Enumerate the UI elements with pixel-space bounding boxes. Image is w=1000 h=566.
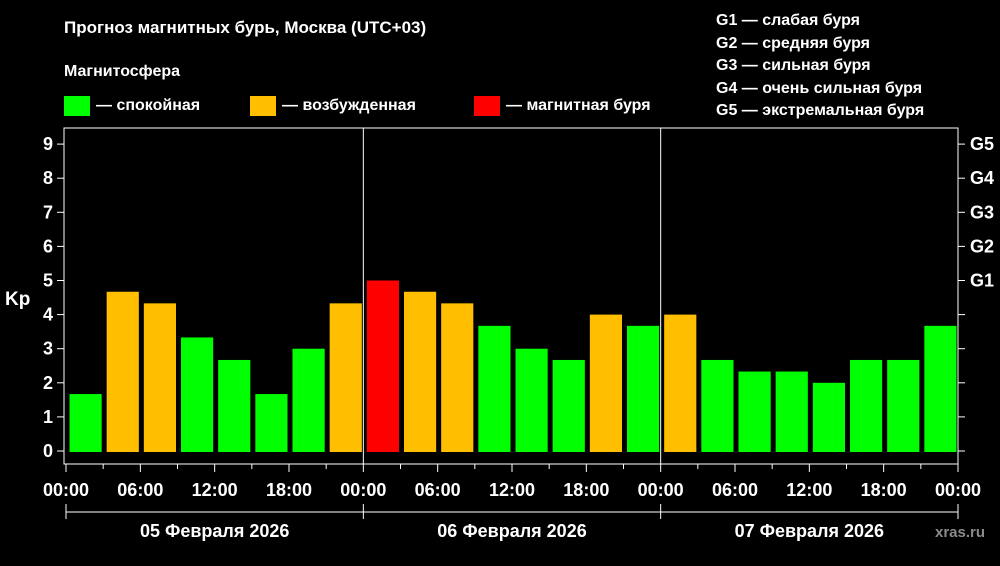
kp-bar — [404, 291, 437, 452]
x-tick-label: 18:00 — [861, 480, 907, 500]
x-tick-label: 12:00 — [192, 480, 238, 500]
kp-bar — [329, 303, 362, 452]
g-scale-label: G5 — [970, 134, 994, 154]
x-tick-label: 18:00 — [266, 480, 312, 500]
kp-bar — [627, 325, 660, 452]
y-tick-label: 4 — [43, 305, 53, 325]
day-label: 07 Февраля 2026 — [735, 521, 884, 541]
x-tick-label: 06:00 — [117, 480, 163, 500]
x-tick-label: 18:00 — [563, 480, 609, 500]
kp-bar — [850, 359, 883, 452]
kp-bar — [478, 325, 511, 452]
plot-frame — [63, 127, 959, 465]
x-tick-label: 00:00 — [340, 480, 386, 500]
g-scale-label: G4 — [970, 168, 994, 188]
kp-bar — [701, 359, 734, 452]
g-level-1: G1 — слабая буря — [716, 12, 861, 29]
kp-bar — [664, 314, 697, 452]
x-tick-label: 00:00 — [638, 480, 684, 500]
y-tick-label: 5 — [43, 271, 53, 291]
y-tick-label: 9 — [43, 134, 53, 154]
kp-bar — [181, 337, 214, 452]
kp-bar — [589, 314, 622, 452]
x-tick-label: 06:00 — [712, 480, 758, 500]
kp-bar — [143, 303, 176, 452]
g-level-4: G4 — очень сильная буря — [716, 79, 923, 97]
y-tick-label: 2 — [43, 373, 53, 393]
g-level-3: G3 — сильная буря — [716, 57, 871, 74]
kp-bar — [738, 371, 771, 452]
source-label: xras.ru — [935, 524, 986, 541]
kp-bar — [924, 325, 957, 452]
y-tick-label: 3 — [43, 339, 53, 359]
legend-swatch-active — [250, 96, 276, 116]
kp-bar — [292, 348, 325, 452]
day-label: 05 Февраля 2026 — [140, 521, 289, 541]
kp-bar — [812, 382, 845, 452]
kp-bar — [106, 291, 139, 452]
legend-label-active: — возбужденная — [282, 97, 416, 114]
legend-label-storm: — магнитная буря — [506, 97, 651, 114]
day-label: 06 Февраля 2026 — [437, 521, 586, 541]
y-tick-label: 8 — [43, 168, 53, 188]
legend-heading: Магнитосфера — [64, 63, 181, 80]
legend-item-quiet: — спокойная — [64, 96, 200, 116]
y-tick-label: 1 — [43, 407, 53, 427]
kp-bar — [255, 394, 288, 452]
kp-bar — [366, 280, 399, 452]
x-tick-label: 00:00 — [43, 480, 89, 500]
kp-bar — [775, 371, 808, 452]
kp-bar — [552, 359, 585, 452]
kp-bar — [887, 359, 920, 452]
legend-swatch-storm — [474, 96, 500, 116]
kp-bar — [218, 359, 251, 452]
legend-swatch-quiet — [64, 96, 90, 116]
g-level-5: G5 — экстремальная буря — [716, 102, 925, 119]
x-tick-label: 12:00 — [786, 480, 832, 500]
x-tick-label: 06:00 — [415, 480, 461, 500]
y-tick-label: 0 — [43, 441, 53, 461]
kp-bar — [515, 348, 548, 452]
g-level-2: G2 — средняя буря — [716, 34, 870, 52]
kp-bar — [441, 303, 474, 452]
chart-title: Прогноз магнитных бурь, Москва (UTC+03) — [64, 18, 427, 37]
x-tick-label: 12:00 — [489, 480, 535, 500]
legend-item-active: — возбужденная — [250, 96, 416, 116]
legend-item-storm: — магнитная буря — [474, 96, 651, 116]
legend-label-quiet: — спокойная — [96, 97, 201, 114]
g-scale-label: G2 — [970, 236, 994, 256]
g-scale-label: G3 — [970, 202, 994, 222]
kp-bar — [69, 394, 102, 452]
x-tick-label: 00:00 — [935, 480, 981, 500]
y-tick-label: 6 — [43, 236, 53, 256]
y-axis-label: Kp — [5, 289, 30, 310]
g-scale-label: G1 — [970, 271, 994, 291]
g-level-list: G1 — слабая буря G2 — средняя буря G3 — … — [716, 10, 924, 123]
y-tick-label: 7 — [43, 202, 53, 222]
